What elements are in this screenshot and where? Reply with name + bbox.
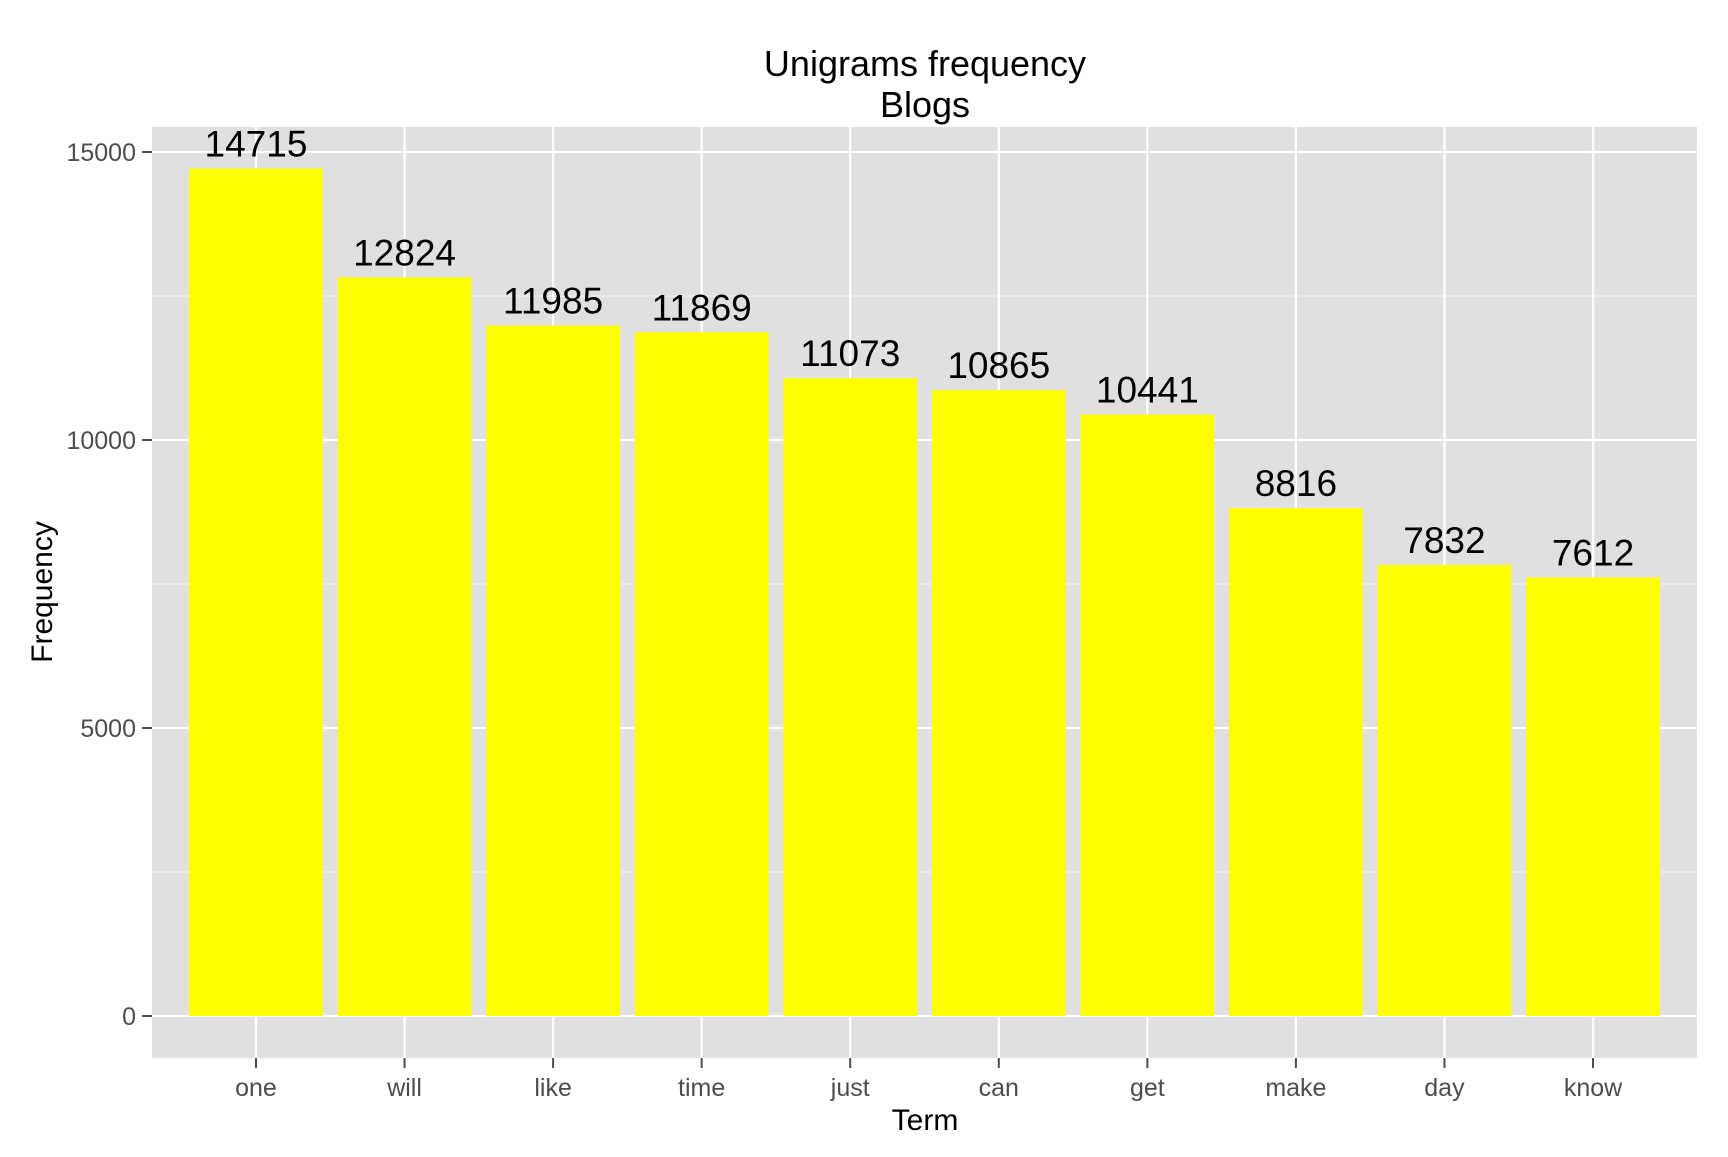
x-tick-label: just bbox=[830, 1074, 870, 1102]
bar-time bbox=[634, 332, 769, 1017]
bar-one bbox=[189, 168, 323, 1016]
data-label-will: 12824 bbox=[353, 232, 456, 273]
y-tick-label: 15000 bbox=[66, 139, 136, 167]
bar-day bbox=[1377, 564, 1512, 1016]
bar-get bbox=[1080, 414, 1215, 1016]
data-label-make: 8816 bbox=[1255, 463, 1337, 504]
y-tick-label: 0 bbox=[122, 1003, 136, 1031]
x-tick-label: like bbox=[534, 1074, 572, 1102]
x-tick-label: time bbox=[678, 1074, 725, 1102]
data-label-just: 11073 bbox=[800, 333, 900, 374]
data-label-time: 11869 bbox=[652, 287, 752, 328]
bar-can bbox=[931, 390, 1066, 1016]
y-tick-label: 5000 bbox=[80, 715, 136, 743]
x-axis: one will like time just can get make day know bbox=[235, 1058, 1623, 1102]
x-tick-label: day bbox=[1424, 1074, 1465, 1102]
y-axis: 0 5000 10000 15000 bbox=[66, 139, 152, 1031]
data-label-can: 10865 bbox=[947, 345, 1050, 386]
data-labels: 14715 12824 11985 11869 11073 10865 10441 8816 7… bbox=[205, 123, 1635, 573]
x-tick-label: will bbox=[386, 1074, 422, 1102]
x-tick-label: make bbox=[1265, 1074, 1326, 1102]
bar-will bbox=[337, 277, 472, 1016]
data-label-day: 7832 bbox=[1403, 520, 1485, 561]
bar-just bbox=[783, 378, 918, 1016]
bar-make bbox=[1229, 508, 1363, 1016]
data-label-like: 11985 bbox=[503, 281, 603, 322]
x-tick-label: one bbox=[235, 1074, 277, 1102]
bar-like bbox=[486, 325, 620, 1016]
x-axis-title: Term bbox=[892, 1104, 959, 1137]
data-label-one: 14715 bbox=[205, 123, 308, 164]
x-tick-label: know bbox=[1564, 1074, 1623, 1102]
chart-subtitle: Blogs bbox=[880, 84, 970, 125]
y-tick-label: 10000 bbox=[66, 427, 136, 455]
y-axis-title: Frequency bbox=[26, 521, 59, 663]
bars bbox=[189, 168, 1660, 1017]
data-label-get: 10441 bbox=[1096, 370, 1199, 411]
data-label-know: 7612 bbox=[1552, 533, 1634, 574]
bar-know bbox=[1526, 577, 1660, 1016]
x-tick-label: get bbox=[1130, 1074, 1165, 1102]
x-tick-label: can bbox=[979, 1074, 1019, 1102]
chart-title: Unigrams frequency bbox=[764, 43, 1086, 84]
